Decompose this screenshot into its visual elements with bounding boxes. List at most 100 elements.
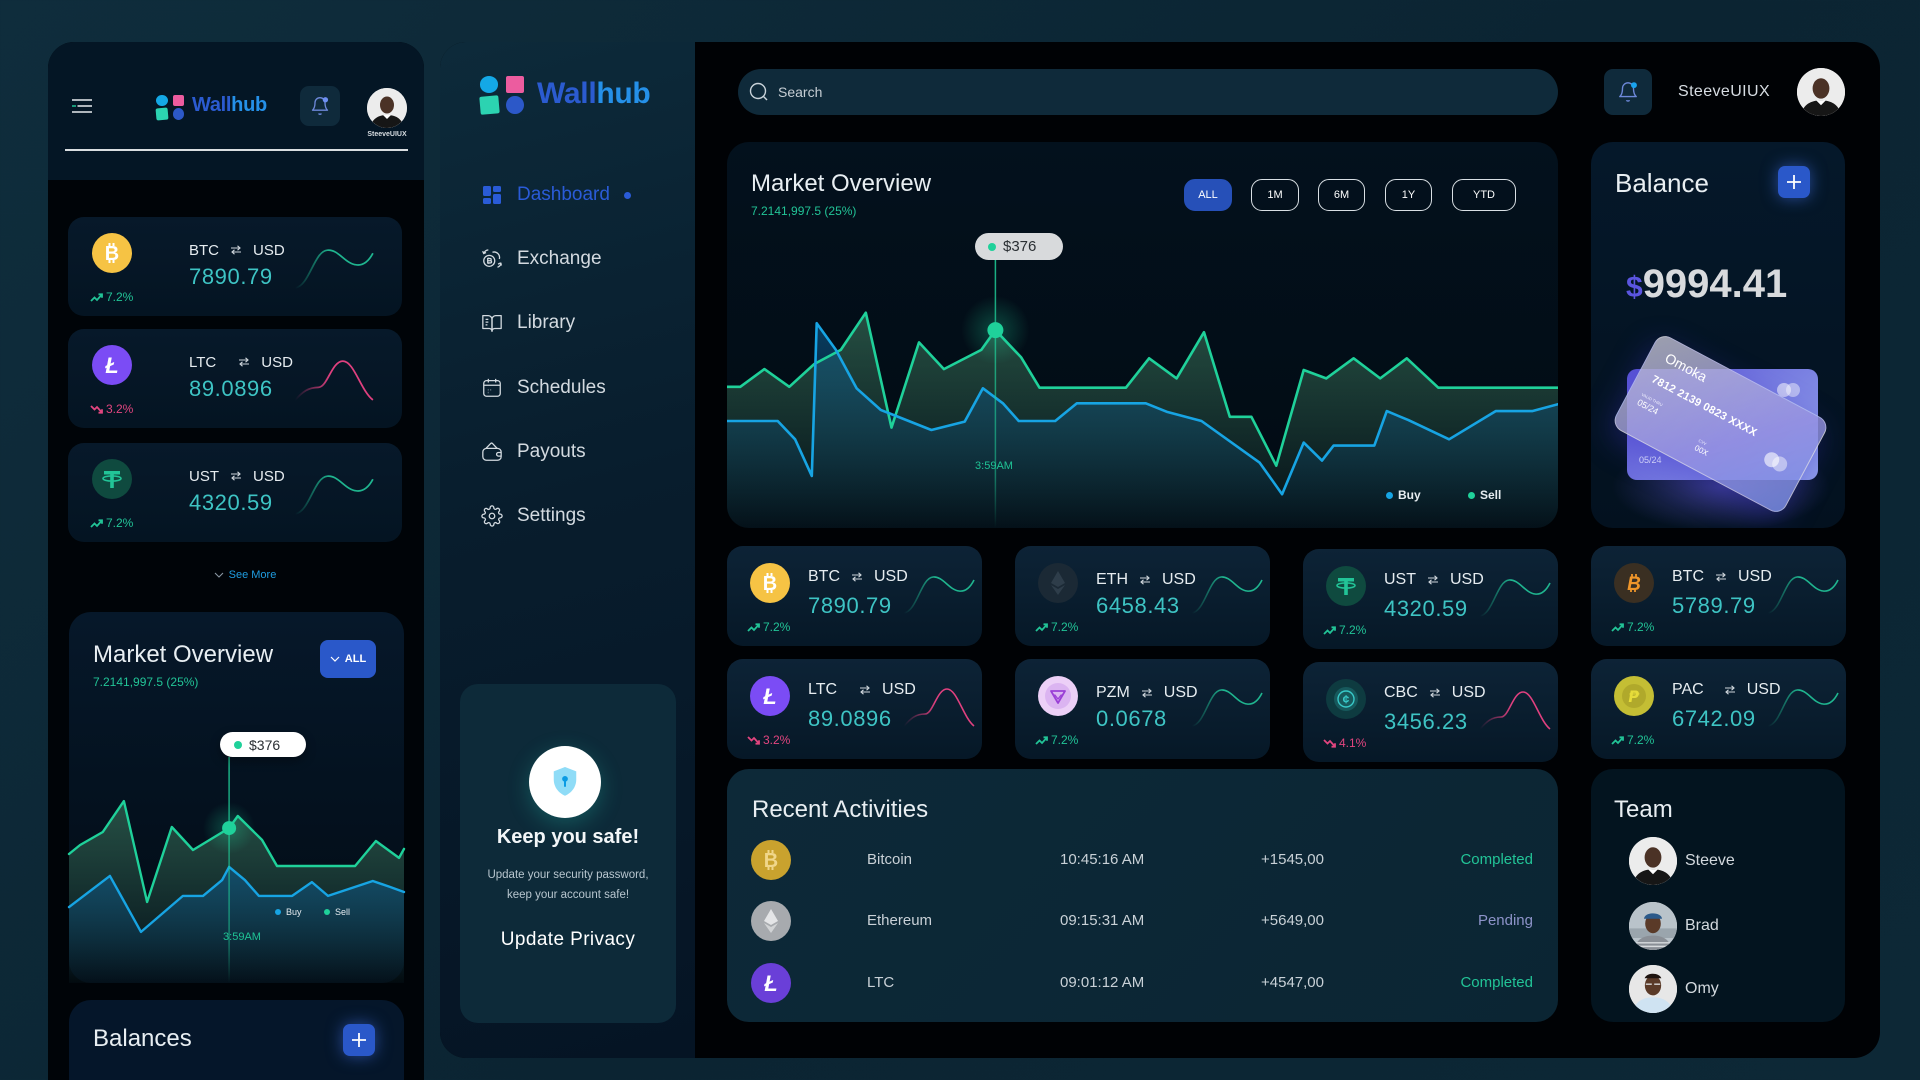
user-avatar[interactable] (367, 88, 407, 128)
currency-pair: BTC USD (189, 240, 285, 260)
exchange-arrows-icon (851, 572, 863, 582)
coin-card-cbc[interactable]: ¢ CBC USD 3456.23 4.1% (1303, 662, 1558, 762)
trend-up-icon (90, 518, 103, 528)
sparkline-chart (294, 247, 374, 289)
tether-icon (1326, 566, 1366, 606)
brand-name[interactable]: Wallhub (537, 77, 651, 111)
range-button-1y[interactable]: 1Y (1385, 179, 1432, 211)
team-member[interactable]: Brad (1629, 902, 1719, 950)
active-indicator-dot (623, 191, 631, 199)
coin-card-ust[interactable]: UST USD 4320.59 7.2% (1303, 549, 1558, 649)
add-balance-button[interactable] (1778, 166, 1810, 198)
base-currency: ETH (1096, 571, 1128, 588)
coin-card-pzm[interactable]: PZM USD 0.0678 7.2% (1015, 659, 1270, 759)
price-change: 4.1% (1323, 736, 1366, 750)
mobile-balances-card: Balances (69, 1000, 404, 1080)
activity-row[interactable]: Ł LTC 09:01:12 AM +4547,00 Completed (727, 963, 1558, 1003)
card-cvv: 00X (1692, 443, 1710, 458)
market-line-chart[interactable] (67, 757, 406, 983)
price-change: 7.2% (90, 516, 133, 530)
search-input[interactable] (778, 69, 1538, 115)
sell-dot (324, 909, 330, 915)
change-percent: 7.2% (1627, 733, 1655, 747)
main-content: SteeveUIUX Market Overview 7.2141,997.5 … (695, 42, 1880, 1058)
update-privacy-button[interactable]: Update Privacy (500, 929, 636, 950)
sidebar-item-schedules[interactable]: Schedules (480, 376, 606, 400)
trend-up-icon (747, 622, 760, 632)
user-avatar[interactable] (1797, 68, 1845, 116)
dashboard-app: Wallhub Dashboard Exchange Library Sched… (440, 42, 1880, 1058)
range-button-1m[interactable]: 1M (1251, 179, 1299, 211)
change-percent: 7.2% (763, 620, 791, 634)
price-value: 3456.23 (1384, 709, 1468, 734)
member-avatar (1629, 902, 1677, 950)
range-button-6m[interactable]: 6M (1318, 179, 1365, 211)
hamburger-menu-icon[interactable] (72, 99, 92, 113)
legend-label: Buy (1398, 488, 1421, 502)
tooltip-value: $376 (1003, 238, 1037, 255)
coin-card-ust[interactable]: UST USD 4320.59 7.2% (68, 443, 402, 542)
sidebar-item-dashboard[interactable]: Dashboard (480, 183, 631, 207)
coin-card-btc[interactable]: B BTC USD 7890.79 7.2% (68, 217, 402, 316)
see-more-link[interactable]: See More (198, 568, 292, 582)
cbc-coin-icon: ¢ (1326, 679, 1366, 719)
member-name: Steeve (1685, 852, 1735, 869)
coin-card-ltc[interactable]: Ł LTC USD 89.0896 3.2% (727, 659, 982, 759)
coin-card-btc-secondary[interactable]: B BTC USD 5789.79 7.2% (1591, 546, 1846, 646)
base-currency: PZM (1096, 684, 1130, 701)
sidebar-item-library[interactable]: Library (480, 311, 575, 335)
range-filter-dropdown[interactable]: ALL (320, 640, 376, 678)
trend-up-icon (1323, 625, 1336, 635)
range-button-ytd[interactable]: YTD (1452, 179, 1516, 211)
range-button-all[interactable]: ALL (1184, 179, 1232, 211)
activity-row[interactable]: Ethereum 09:15:31 AM +5649,00 Pending (727, 901, 1558, 941)
balance-card: Balance $ 9994.41 05/24 Omoka 7812 2139 … (1591, 142, 1845, 528)
add-balance-button[interactable] (343, 1024, 375, 1056)
sidebar-item-payouts[interactable]: Payouts (480, 440, 586, 464)
bitcoin-icon: B (1614, 563, 1654, 603)
member-avatar (1629, 837, 1677, 885)
shield-lock-icon (529, 746, 601, 818)
currency-pair: LTC USD (808, 680, 916, 700)
exchange-icon (480, 247, 504, 271)
notifications-button[interactable] (1604, 69, 1652, 115)
coin-card-pac[interactable]: ₱ PAC USD 6742.09 7.2% (1591, 659, 1846, 759)
market-line-chart[interactable] (727, 220, 1558, 528)
trend-down-icon (90, 404, 103, 414)
team-member[interactable]: Steeve (1629, 837, 1735, 885)
card-number: 7812 2139 0823 XXXX (1649, 373, 1759, 440)
username-label: SteeveUIUX (367, 131, 407, 138)
activity-status: Completed (1460, 851, 1533, 868)
currency-pair: BTC USD (808, 567, 908, 587)
legend-label: Sell (335, 907, 351, 917)
coin-card-btc[interactable]: B BTC USD 7890.79 7.2% (727, 546, 982, 646)
activity-coin: Bitcoin (867, 851, 913, 868)
svg-text:B: B (763, 573, 777, 595)
sidebar-item-exchange[interactable]: Exchange (480, 247, 602, 271)
team-member[interactable]: Omy (1629, 965, 1719, 1013)
market-overview-card: Market Overview 7.2141,997.5 (25%) ALL 1… (727, 142, 1558, 528)
base-currency: CBC (1384, 684, 1418, 701)
search-bar[interactable] (738, 69, 1558, 115)
price-change: 7.2% (1323, 623, 1366, 637)
trend-down-icon (747, 735, 760, 745)
quote-currency: USD (1450, 571, 1484, 588)
member-name: Omy (1685, 980, 1719, 997)
notifications-button[interactable] (300, 86, 340, 126)
promo-title: Keep you safe! (496, 826, 640, 848)
security-promo-card: Keep you safe! Update your security pass… (460, 684, 676, 1023)
svg-text:Ł: Ł (762, 684, 776, 709)
svg-text:B: B (764, 850, 778, 872)
coin-card-eth[interactable]: ETH USD 6458.43 7.2% (1015, 546, 1270, 646)
trend-up-icon (1035, 735, 1048, 745)
activity-row[interactable]: B Bitcoin 10:45:16 AM +1545,00 Completed (727, 840, 1558, 880)
sidebar-item-label: Dashboard (517, 184, 610, 205)
svg-text:Ł: Ł (104, 353, 118, 378)
username-label[interactable]: SteeveUIUX (1678, 83, 1771, 100)
coin-card-ltc[interactable]: Ł LTC USD 89.0896 3.2% (68, 329, 402, 428)
trend-up-icon (1611, 735, 1624, 745)
quote-currency: USD (882, 681, 916, 698)
brand-name[interactable]: Wallhub (192, 94, 267, 117)
sidebar-item-settings[interactable]: Settings (480, 504, 586, 528)
chart-tooltip: $376 (220, 732, 306, 757)
